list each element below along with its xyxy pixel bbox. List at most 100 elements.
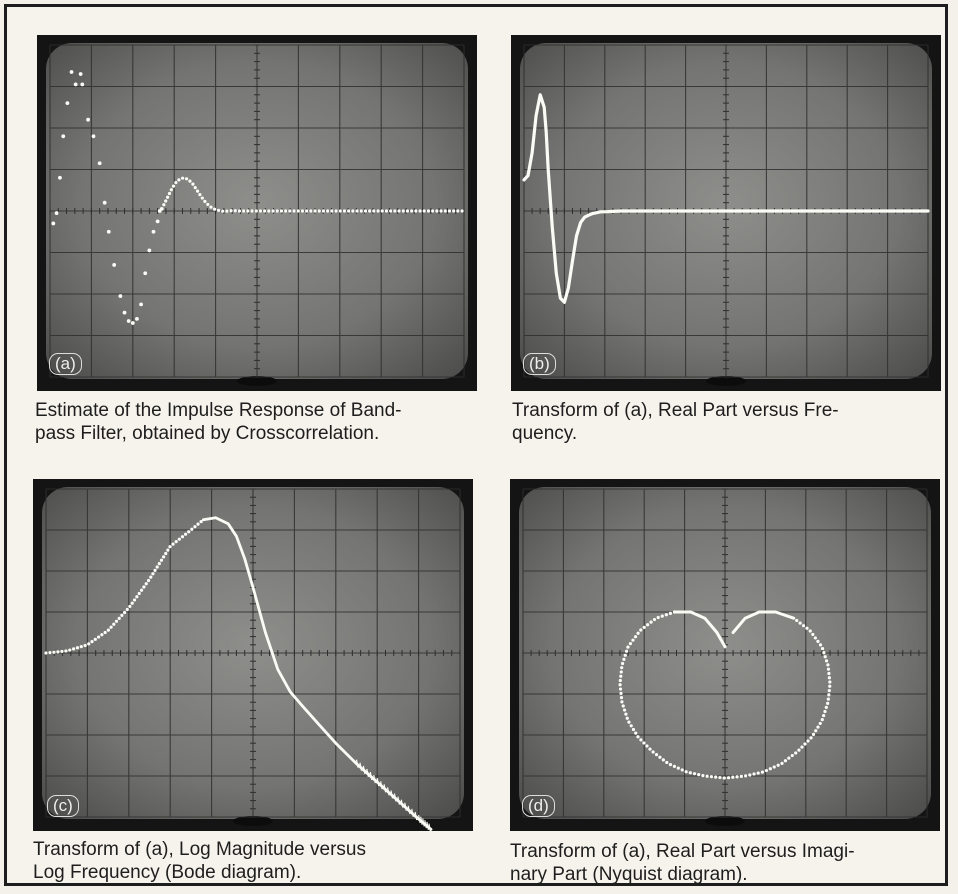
bezel-notch [705,816,745,826]
caption-a: Estimate of the Impulse Response of Band… [35,400,402,444]
data-point [376,209,380,213]
noise-mark [422,818,425,827]
data-point [701,773,705,778]
data-point [54,211,59,215]
data-point [139,302,143,307]
data-point [443,209,447,213]
data-point [676,766,680,770]
data-point [151,229,156,234]
data-point [811,732,816,737]
data-point [188,179,192,183]
data-point [620,661,625,666]
data-point [143,271,148,276]
data-point [627,720,631,724]
data-point [65,101,70,105]
data-point [128,604,132,609]
data-point [96,635,101,639]
data-point [620,700,624,704]
bezel-notch [706,376,746,386]
data-point [680,768,684,772]
data-point [826,667,831,671]
data-point [823,709,827,714]
data-point [167,191,172,196]
noise-mark [373,774,376,784]
data-point [820,718,824,722]
data-point [380,209,384,213]
data-point [78,72,83,76]
data-point [783,759,788,763]
data-point [384,209,389,213]
data-point [828,680,832,684]
data-point [288,209,292,213]
data-point [190,527,194,531]
data-point [177,178,181,182]
data-point [162,555,166,559]
data-point [83,643,87,648]
noise-mark [424,820,427,829]
data-point [822,713,826,718]
data-point [271,209,275,213]
data-point [171,542,175,546]
data-point [636,735,640,739]
data-point [776,763,780,767]
data-point [772,765,776,769]
data-point [805,626,809,630]
data-point [623,653,627,657]
noise-mark [366,768,369,778]
data-point [803,742,807,746]
data-point [212,207,217,211]
data-point [422,209,426,213]
data-point [625,716,629,720]
data-point [198,193,202,197]
data-point [368,209,372,213]
data-point [292,209,296,213]
data-point [827,676,831,680]
data-point [217,208,221,212]
data-point [275,209,279,213]
data-point [618,683,622,687]
data-point [756,771,760,775]
data-point [808,629,812,633]
data-point [229,209,233,213]
data-point [418,209,422,213]
data-point [619,695,624,700]
noise-mark [428,823,431,831]
data-point [68,648,72,652]
data-point [330,209,334,213]
data-point [203,199,207,203]
data-point [649,620,653,624]
data-point [168,545,172,549]
data-point [242,209,246,213]
data-point [731,775,735,779]
data-point [305,209,309,213]
data-point [125,607,129,612]
data-point [447,209,452,213]
data-point [363,209,368,213]
caption-d: Transform of (a), Real Part versus Imagi… [510,841,855,885]
data-point [620,666,624,670]
data-point [818,721,822,726]
data-point [159,558,164,562]
data-point [80,82,85,87]
data-point [184,177,189,181]
data-point [665,760,669,765]
data-point [816,725,820,729]
data-point [658,755,662,759]
data-point [824,705,828,709]
data-point [69,70,74,74]
trace-c [44,516,433,831]
data-point [146,578,151,583]
scope-screen-d [510,479,940,831]
data-point [645,744,649,748]
data-point [648,747,652,751]
data-point [187,530,191,534]
data-point [296,209,300,213]
data-point [106,628,110,632]
data-point [355,209,359,213]
data-point [126,319,131,323]
data-point [109,625,113,629]
data-point [452,209,456,213]
data-point [114,619,119,623]
data-point [174,540,178,544]
data-point [688,771,692,775]
